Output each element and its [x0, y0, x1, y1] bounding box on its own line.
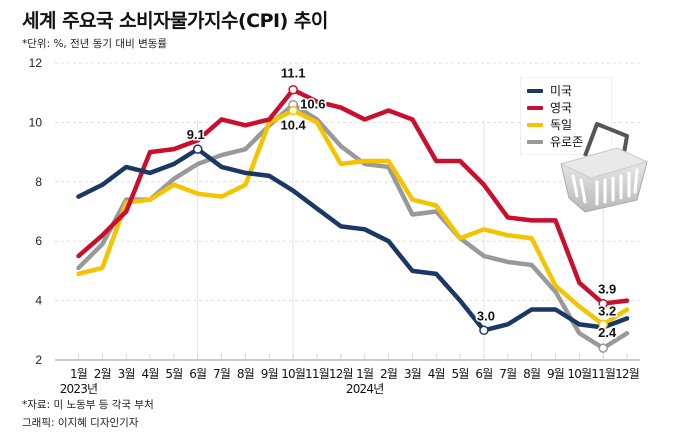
- legend-item-de: 독일: [527, 116, 605, 133]
- annotation-marker: [598, 319, 608, 330]
- source-note: *자료: 미 노동부 등 각국 부처: [22, 399, 154, 411]
- x-tick-label: 2월: [380, 367, 397, 381]
- series-line-0: [76, 146, 630, 333]
- y-tick-label: 6: [35, 234, 42, 248]
- year-label: 2024년: [346, 382, 384, 396]
- x-tick-label: 10월: [281, 367, 305, 381]
- legend-label: 미국: [550, 84, 573, 98]
- unit-note: *단위: %, 전년 동기 대비 변동률: [22, 38, 168, 50]
- annotation-marker: [288, 84, 298, 95]
- x-tick-label: 4월: [142, 367, 159, 381]
- x-tick-label: 6월: [475, 367, 492, 381]
- legend: 미국 영국 독일 유로존: [520, 77, 612, 155]
- legend-item-ez: 유로존: [527, 133, 605, 150]
- legend-swatch: [527, 139, 543, 144]
- series-line-3: [76, 102, 630, 351]
- shopping-basket-icon: [559, 122, 649, 213]
- data-label: 3.0: [477, 308, 495, 323]
- x-tick-label: 10월: [567, 367, 591, 381]
- year-label: 2023년: [60, 382, 98, 396]
- x-tick-label: 7월: [213, 367, 230, 381]
- data-label: 10.4: [280, 118, 306, 133]
- legend-item-uk: 영국: [527, 99, 605, 116]
- x-tick-label: 9월: [261, 367, 278, 381]
- x-tick-label: 11월: [305, 367, 329, 381]
- series-line-2: [76, 108, 630, 327]
- annotation-marker: [598, 298, 608, 309]
- x-tick-label: 4월: [428, 367, 445, 381]
- legend-label: 독일: [550, 118, 573, 132]
- y-tick-label: 4: [35, 294, 42, 308]
- annotation-marker: [598, 343, 608, 353]
- data-label: 9.1: [187, 127, 205, 142]
- x-tick-label: 8월: [523, 367, 540, 381]
- x-tick-label: 2월: [94, 367, 111, 381]
- data-label: 3.2: [598, 303, 616, 318]
- x-tick-label: 3월: [404, 367, 421, 381]
- x-tick-label: 12월: [329, 367, 353, 381]
- x-tick-label: 12월: [615, 367, 639, 381]
- y-tick-label: 2: [35, 353, 42, 367]
- annotation-marker: [288, 105, 298, 116]
- x-tick-label: 9월: [547, 367, 564, 381]
- data-label: 10.6: [300, 97, 325, 112]
- chart-title: 세계 주요국 소비자물가지수(CPI) 추이: [22, 10, 328, 32]
- data-label: 11.1: [281, 66, 306, 81]
- annotation-marker: [193, 144, 203, 154]
- data-label: 2.4: [598, 325, 617, 340]
- y-tick-label: 8: [35, 175, 42, 189]
- x-tick-label: 6월: [189, 367, 206, 381]
- legend-label: 유로존: [550, 135, 584, 149]
- x-tick-label: 1월: [356, 367, 373, 381]
- y-tick-label: 10: [29, 115, 43, 129]
- x-tick-label: 5월: [165, 367, 182, 381]
- x-tick-label: 7월: [499, 367, 516, 381]
- x-tick-label: 3월: [118, 367, 135, 381]
- annotation-marker: [479, 325, 489, 336]
- legend-swatch: [527, 122, 543, 127]
- series-line-1: [76, 87, 630, 306]
- x-tick-label: 1월: [70, 367, 87, 381]
- legend-label: 영국: [550, 101, 573, 115]
- legend-swatch: [527, 88, 543, 93]
- x-tick-label: 8월: [237, 367, 254, 381]
- credit-note: 그래픽: 이지혜 디자인기자: [22, 417, 139, 429]
- legend-item-us: 미국: [527, 82, 605, 99]
- legend-swatch: [527, 105, 543, 110]
- x-tick-label: 5월: [452, 367, 469, 381]
- x-tick-label: 11월: [591, 367, 615, 381]
- y-tick-label: 12: [29, 56, 43, 70]
- data-label: 3.9: [598, 282, 616, 297]
